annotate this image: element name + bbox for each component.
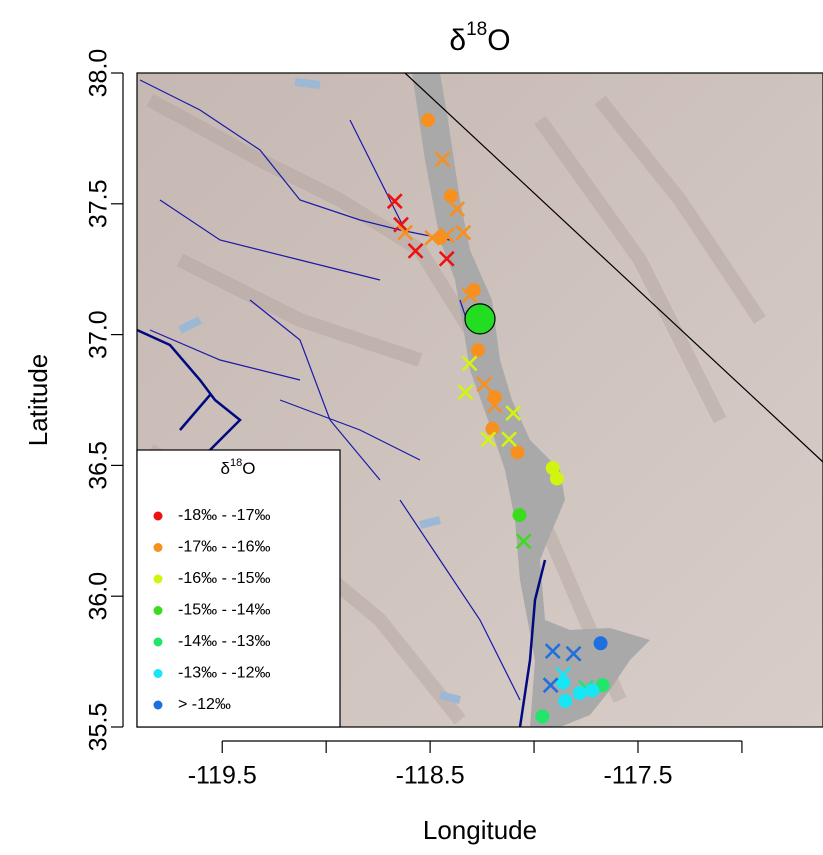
legend-title-element: O [242, 459, 255, 478]
y-tick-label: 35.5 [85, 703, 113, 752]
circle-marker [535, 710, 549, 724]
legend-label: -14‰ - -13‰ [178, 633, 270, 650]
legend-swatch [154, 512, 163, 521]
x-tick-label: -119.5 [188, 762, 257, 790]
y-tick-label: 38.0 [85, 49, 113, 98]
circle-marker [594, 636, 608, 650]
chart-title: δ18O [449, 19, 510, 57]
title-element: O [487, 24, 510, 57]
circle-marker [471, 343, 485, 357]
legend-swatch [154, 669, 163, 678]
x-axis-label: Longitude [423, 815, 537, 845]
highlight-site [465, 304, 495, 334]
legend-label: -18‰ - -17‰ [178, 507, 270, 524]
legend-swatch [154, 701, 163, 710]
chart: δ18O Longitude Latitude δ18O -18‰ - -17‰… [0, 0, 823, 855]
circle-marker [510, 445, 524, 459]
circle-marker [444, 189, 458, 203]
x-tick-label: -118.5 [396, 762, 465, 790]
circle-marker [556, 676, 570, 690]
legend-label: -15‰ - -14‰ [178, 602, 270, 619]
circle-marker [512, 508, 526, 522]
title-superscript: 18 [466, 19, 487, 40]
y-tick-label: 36.5 [85, 441, 113, 490]
y-tick-label: 37.5 [85, 179, 113, 228]
legend-label: -16‰ - -15‰ [178, 570, 270, 587]
x-tick-label: -117.5 [603, 762, 672, 790]
circle-marker [550, 471, 564, 485]
legend-label: > -12‰ [178, 696, 231, 713]
legend-title-symbol: δ [221, 459, 230, 478]
y-tick-label: 36.0 [85, 572, 113, 621]
legend-box [137, 450, 340, 727]
circle-marker [488, 390, 502, 404]
title-symbol: δ [449, 24, 466, 57]
circle-marker [421, 113, 435, 127]
y-tick-label: 37.0 [85, 310, 113, 359]
circle-marker [585, 683, 599, 697]
circle-marker [558, 694, 572, 708]
circle-marker [573, 686, 587, 700]
y-axis-label: Latitude [23, 354, 53, 447]
legend-label: -17‰ - -16‰ [178, 539, 270, 556]
legend-swatch [154, 638, 163, 647]
legend-swatch [154, 543, 163, 552]
legend-swatch [154, 575, 163, 584]
legend-title-superscript: 18 [230, 457, 242, 469]
legend-label: -13‰ - -12‰ [178, 665, 270, 682]
legend-swatch [154, 606, 163, 615]
legend: δ18O -18‰ - -17‰ -17‰ - -16‰ -16‰ - -15‰ -1… [137, 450, 340, 727]
